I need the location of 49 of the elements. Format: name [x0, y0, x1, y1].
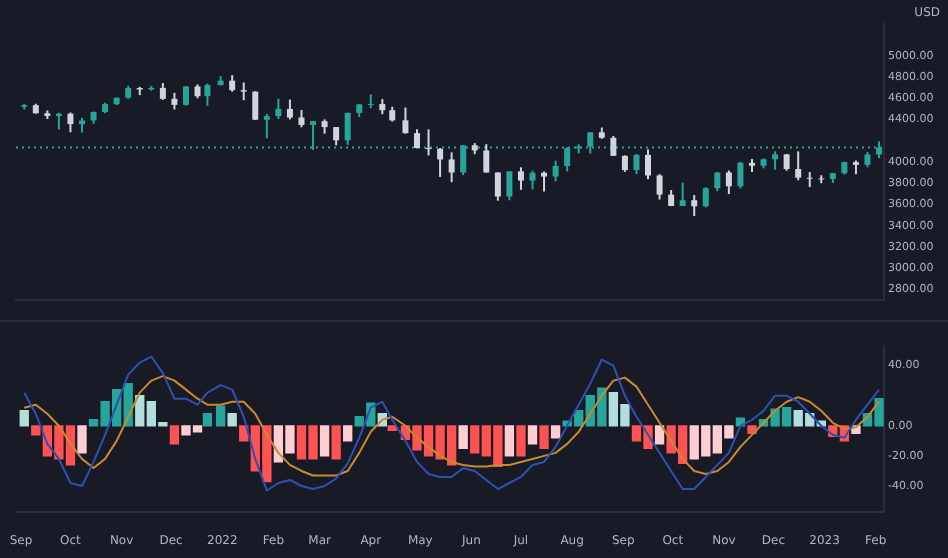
bar: [19, 410, 29, 427]
bar: [539, 425, 549, 450]
candlestick: [656, 173, 663, 201]
candlestick: [552, 159, 559, 183]
candlestick: [506, 170, 513, 202]
candlestick: [286, 98, 293, 121]
bar: [319, 425, 330, 457]
candlestick: [541, 170, 548, 193]
candlestick: [483, 143, 490, 174]
candlestick: [448, 151, 455, 184]
candlestick: [691, 194, 698, 218]
candlestick: [529, 169, 536, 191]
candlestick: [714, 171, 721, 193]
candlestick: [806, 170, 813, 189]
candlestick: [725, 169, 732, 196]
candlestick: [437, 146, 444, 178]
bar: [202, 413, 213, 427]
candlestick: [737, 160, 744, 190]
bar: [458, 425, 468, 450]
candlestick: [645, 148, 652, 181]
candlestick: [795, 150, 802, 182]
candlestick: [425, 128, 432, 157]
candlestick: [275, 97, 282, 121]
candlestick: [67, 111, 74, 134]
candlestick: [517, 166, 524, 191]
candlestick: [772, 150, 779, 171]
bar: [516, 425, 526, 457]
candlestick: [402, 106, 409, 135]
bar: [387, 425, 397, 431]
candlestick: [367, 93, 374, 110]
candlestick: [204, 82, 211, 107]
candlestick: [182, 85, 189, 107]
candlestick: [263, 112, 270, 140]
bar: [654, 425, 665, 445]
candlestick: [494, 171, 501, 202]
bar: [550, 425, 561, 439]
bar: [504, 425, 515, 457]
bar: [227, 413, 237, 427]
candlestick: [702, 186, 709, 209]
bar: [215, 405, 226, 427]
bar: [169, 425, 180, 445]
candlestick: [633, 152, 640, 176]
bar: [331, 425, 341, 460]
candlestick: [240, 81, 247, 102]
candlestick: [610, 134, 617, 157]
bar: [77, 425, 87, 454]
candlestick: [252, 90, 259, 122]
bar: [343, 425, 353, 442]
bar: [527, 425, 538, 445]
